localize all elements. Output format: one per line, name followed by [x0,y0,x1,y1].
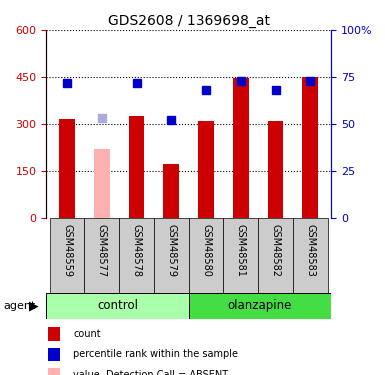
Bar [164,164,179,218]
Bar [233,78,249,218]
Text: value, Detection Call = ABSENT: value, Detection Call = ABSENT [73,370,228,375]
Bar [303,77,318,218]
Bar [258,217,293,292]
Text: GSM48579: GSM48579 [166,224,176,276]
Bar [119,217,154,292]
Bar [198,121,214,218]
Bar [189,292,331,319]
Text: agent: agent [4,301,36,310]
Bar [189,217,223,292]
Text: GSM48577: GSM48577 [97,224,107,277]
Bar [59,119,75,218]
Bar [46,292,189,319]
Bar [129,116,144,218]
Text: control: control [97,299,138,312]
Bar [50,217,84,292]
Text: GSM48583: GSM48583 [305,224,315,276]
Bar [94,149,110,217]
Bar [223,217,258,292]
Text: count: count [73,329,101,339]
Text: ▶: ▶ [29,299,38,312]
Text: GSM48580: GSM48580 [201,224,211,276]
Bar [293,217,328,292]
Text: GSM48559: GSM48559 [62,224,72,276]
Bar [154,217,189,292]
Text: olanzapine: olanzapine [228,299,292,312]
Text: percentile rank within the sample: percentile rank within the sample [73,350,238,359]
Title: GDS2608 / 1369698_at: GDS2608 / 1369698_at [108,13,270,28]
Text: GSM48581: GSM48581 [236,224,246,276]
Bar [268,121,283,218]
Bar [84,217,119,292]
Text: GSM48582: GSM48582 [271,224,281,276]
Text: GSM48578: GSM48578 [132,224,142,276]
